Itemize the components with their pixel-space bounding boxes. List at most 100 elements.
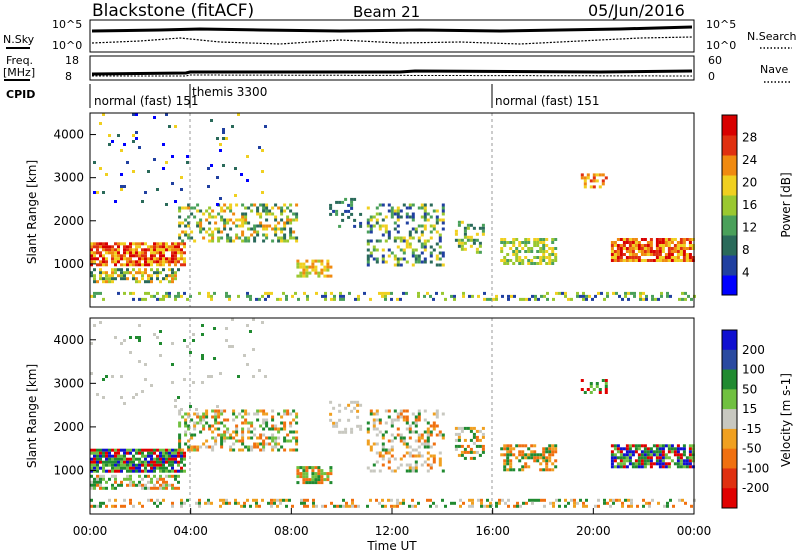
heatmap-cell (217, 212, 221, 216)
heatmap-cell (402, 439, 406, 443)
heatmap-cell (640, 453, 644, 457)
heatmap-cell (503, 453, 507, 457)
heatmap-cell (351, 504, 354, 508)
heatmap-cell (280, 212, 284, 216)
heatmap-cell (429, 463, 433, 467)
heatmap-cell (666, 501, 669, 505)
heatmap-cell (690, 504, 693, 508)
heatmap-cell (259, 433, 263, 437)
heatmap-cell (174, 486, 177, 490)
heatmap-cell (518, 444, 522, 448)
heatmap-cell (540, 294, 543, 298)
heatmap-cell (616, 447, 620, 451)
cpid-segment-1: normal (fast) 151 (94, 94, 198, 108)
heatmap-cell (622, 247, 626, 250)
heatmap-cell (132, 466, 135, 470)
heatmap-cell (222, 137, 225, 140)
heatmap-cell (223, 439, 227, 443)
heatmap-cell (423, 212, 427, 216)
heatmap-cell (141, 263, 144, 267)
heatmap-cell (314, 271, 318, 275)
heatmap-cell (99, 277, 102, 281)
heatmap-cell (481, 226, 485, 230)
heatmap-cell (344, 406, 348, 410)
heatmap-cell (512, 447, 516, 451)
heatmap-cell (545, 456, 549, 460)
heatmap-cell (105, 504, 108, 508)
heatmap-cell (527, 465, 531, 469)
heatmap-cell (435, 215, 439, 219)
heatmap-cell (144, 469, 147, 473)
heatmap-cell (265, 421, 269, 425)
heatmap-cell (162, 297, 165, 301)
heatmap-cell (610, 459, 614, 463)
heatmap-cell (220, 236, 224, 240)
heatmap-cell (123, 463, 126, 467)
heatmap-cell (129, 460, 132, 464)
heatmap-cell (670, 241, 674, 244)
heatmap-cell (117, 268, 120, 272)
heatmap-cell (381, 218, 385, 222)
heatmap-cell (132, 274, 135, 278)
heatmap-cell (129, 463, 132, 467)
heatmap-cell (420, 436, 424, 440)
heatmap-cell (111, 375, 114, 378)
heatmap-cell (114, 200, 117, 203)
heatmap-cell (378, 454, 382, 458)
heatmap-cell (676, 456, 680, 460)
heatmap-cell (229, 433, 233, 437)
heatmap-cell (165, 448, 168, 452)
heatmap-cell (225, 339, 228, 342)
heatmap-cell (296, 472, 300, 476)
heatmap-cell (150, 248, 153, 252)
heatmap-cell (289, 221, 293, 225)
heatmap-cell (646, 459, 650, 463)
heatmap-cell (220, 218, 224, 222)
heatmap-cell (241, 224, 245, 228)
heatmap-cell (545, 238, 549, 241)
heatmap-cell (180, 460, 183, 464)
heatmap-cell (253, 236, 257, 240)
heatmap-cell (259, 409, 263, 413)
heatmap-cell (220, 421, 224, 425)
heatmap-cell (295, 436, 299, 440)
heatmap-cell (280, 415, 284, 419)
heatmap-cell (138, 336, 141, 339)
heatmap-cell (201, 357, 204, 360)
heatmap-cell (153, 486, 156, 490)
heatmap-cell (162, 242, 165, 246)
heatmap-cell (165, 474, 168, 478)
heatmap-cell (317, 475, 321, 479)
heatmap-cell (244, 218, 248, 222)
heatmap-cell (208, 221, 212, 225)
heatmap-cell (299, 475, 303, 479)
heatmap-cell (350, 409, 354, 413)
heatmap-cell (390, 445, 394, 449)
heatmap-cell (555, 291, 558, 295)
heatmap-cell (228, 297, 231, 301)
heatmap-cell (558, 291, 561, 295)
heatmap-cell (268, 224, 272, 228)
heatmap-cell (350, 203, 354, 207)
heatmap-cell (676, 465, 680, 469)
heatmap-cell (682, 453, 686, 457)
heatmap-cell (244, 221, 248, 225)
heatmap-cell (289, 227, 293, 231)
heatmap-cell (93, 274, 96, 278)
heatmap-cell (661, 456, 665, 460)
heatmap-cell (631, 241, 635, 244)
heatmap-cell (247, 227, 251, 231)
heatmap-cell (181, 230, 185, 234)
heatmap-cell (120, 504, 123, 508)
heatmap-cell (262, 409, 266, 413)
heatmap-cell (296, 262, 300, 266)
heatmap-cell (241, 215, 245, 219)
heatmap-cell (162, 251, 165, 255)
heatmap-cell (229, 239, 233, 243)
heatmap-cell (469, 235, 473, 239)
heatmap-cell (381, 257, 385, 261)
heatmap-cell (135, 113, 138, 116)
heatmap-cell (384, 291, 387, 295)
heatmap-cell (537, 498, 540, 502)
heatmap-cell (277, 236, 281, 240)
